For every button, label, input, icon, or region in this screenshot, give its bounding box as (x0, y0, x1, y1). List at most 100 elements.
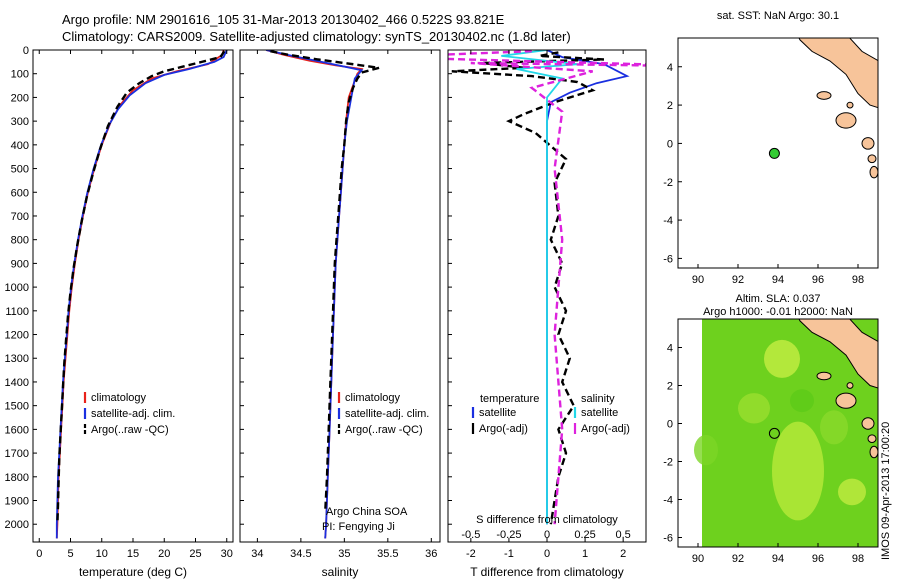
depth-tick-label: 1900 (5, 496, 29, 508)
salinity-xtick-label: 36 (425, 548, 437, 560)
depth-tick-label: 500 (11, 164, 29, 176)
depth-tick-label: 1100 (5, 306, 29, 318)
temperature-xtick-label: 25 (189, 548, 201, 560)
temperature-xtick-label: 10 (96, 548, 108, 560)
depth-tick-label: 1400 (5, 377, 29, 389)
salinity-xtick-label: 35 (338, 548, 350, 560)
diff-legend-temperature-header: temperature (480, 393, 539, 405)
difference-xtick-label: 1 (582, 548, 588, 560)
sla_map-xtick-label: 98 (852, 553, 864, 565)
sumatra-land (798, 38, 878, 109)
salinity-legend-label: satellite-adj. clim. (345, 408, 429, 420)
salinity-panel-frame (239, 49, 441, 543)
island-land (846, 101, 854, 109)
salinity-diff-tick-label: 0.25 (574, 529, 595, 541)
sumatra-land (798, 319, 878, 389)
sst_map-ytick-label: -6 (663, 253, 673, 265)
island-land (816, 371, 832, 381)
island-land (861, 137, 875, 150)
sla-anomaly-blob (764, 339, 800, 378)
island-land (846, 382, 854, 389)
depth-tick-label: 2000 (5, 519, 29, 531)
salinity-diff-tick-label: -0.5 (461, 529, 480, 541)
difference-salinity-legend-label: satellite (581, 407, 618, 419)
sla-anomaly-blob (694, 434, 718, 466)
depth-tick-label: 700 (11, 211, 29, 223)
sla_map-ytick-label: 0 (667, 419, 673, 431)
island-land (835, 392, 857, 409)
difference-temperature-legend-label: Argo(-adj) (479, 423, 528, 435)
sla_map-ytick-label: -4 (663, 495, 673, 507)
island-land (861, 417, 875, 430)
sst_map-xtick-label: 90 (692, 274, 704, 286)
sst-map-title: sat. SST: NaN Argo: 30.1 (717, 10, 839, 22)
sst_map-ytick-label: 4 (667, 62, 673, 74)
depth-tick-label: 1800 (5, 472, 29, 484)
depth-tick-label: 1600 (5, 424, 29, 436)
depth-tick-label: 900 (11, 258, 29, 270)
sst_map-xtick-label: 92 (732, 274, 744, 286)
salinity-diff-tick-label: 0.5 (616, 529, 631, 541)
sst_map-argo-marker (768, 147, 780, 159)
imos-timestamp: IMOS 09-Apr-2013 17:00:20 (880, 421, 892, 560)
sla-map-title-1: Altim. SLA: 0.037 (736, 293, 821, 305)
title-line-1: Argo profile: NM 2901616_105 31-Mar-2013… (62, 12, 505, 27)
sla_map-xtick-label: 90 (692, 553, 704, 565)
depth-tick-label: 100 (11, 69, 29, 81)
salinity-legend-label: Argo(..raw -QC) (345, 424, 423, 436)
island-land (816, 91, 832, 100)
salinity-legend-label: climatology (345, 392, 401, 404)
depth-tick-label: 1500 (5, 401, 29, 413)
sla-anomaly-blob (820, 410, 848, 445)
sla_map-ytick-label: 4 (667, 343, 673, 355)
temperature-panel-frame (32, 49, 234, 543)
temperature-xtick-label: 5 (67, 548, 73, 560)
difference-xtick-label: -1 (504, 548, 514, 560)
depth-tick-label: 1000 (5, 282, 29, 294)
salinity-diff-tick-label: -0.25 (496, 529, 521, 541)
depth-tick-label: 1300 (5, 353, 29, 365)
series-argo-raw-qc- (56, 50, 226, 525)
sla-anomaly-blob (838, 478, 866, 506)
salinity-xtick-label: 34.5 (290, 548, 311, 560)
depth-tick-label: 0 (23, 45, 29, 57)
salinity-xlabel: salinity (322, 565, 359, 579)
temperature-legend-label: climatology (91, 392, 147, 404)
sla-anomaly-blob (738, 393, 770, 424)
sla_map-xtick-label: 96 (812, 553, 824, 565)
sst_map-xtick-label: 98 (852, 274, 864, 286)
sst_map-ytick-label: -2 (663, 177, 673, 189)
island-land (835, 112, 857, 129)
sla_map-argo-marker (768, 427, 780, 439)
platform-annotation: Argo China SOA (326, 506, 408, 518)
temperature-legend-label: satellite-adj. clim. (91, 408, 175, 420)
sla_map-xtick-label: 92 (732, 553, 744, 565)
depth-tick-label: 200 (11, 92, 29, 104)
temperature-xtick-label: 15 (127, 548, 139, 560)
series-argo-raw-qc- (270, 50, 380, 513)
island-land (867, 434, 877, 444)
series-climatology (55, 50, 225, 539)
difference-xtick-label: 0 (544, 548, 550, 560)
series-s-argo-adj- (448, 50, 646, 525)
series-t-argo-adj- (451, 51, 605, 525)
sla-map-title-2: Argo h1000: -0.01 h2000: NaN (703, 306, 853, 318)
sst_map-xtick-label: 94 (772, 274, 784, 286)
sla_map-ytick-label: -2 (663, 457, 673, 469)
title-line-2: Climatology: CARS2009. Satellite-adjuste… (62, 29, 571, 44)
pi-annotation: PI: Fengying Ji (322, 521, 395, 533)
difference-xlabel-top: S difference from climatology (476, 514, 618, 526)
temperature-xlabel: temperature (deg C) (79, 565, 187, 579)
sla_map-ytick-label: -6 (663, 533, 673, 545)
sst_map-ytick-label: 0 (667, 138, 673, 150)
sla-anomaly-blob (790, 389, 814, 413)
sla-anomaly-blob (772, 421, 824, 521)
temperature-legend-label: Argo(..raw -QC) (91, 424, 169, 436)
sla_map-ytick-label: 2 (667, 381, 673, 393)
sst_map-xtick-label: 96 (812, 274, 824, 286)
temperature-xtick-label: 20 (158, 548, 170, 560)
depth-tick-label: 1700 (5, 448, 29, 460)
temperature-xtick-label: 30 (221, 548, 233, 560)
depth-tick-label: 600 (11, 187, 29, 199)
difference-xlabel: T difference from climatology (470, 565, 624, 579)
